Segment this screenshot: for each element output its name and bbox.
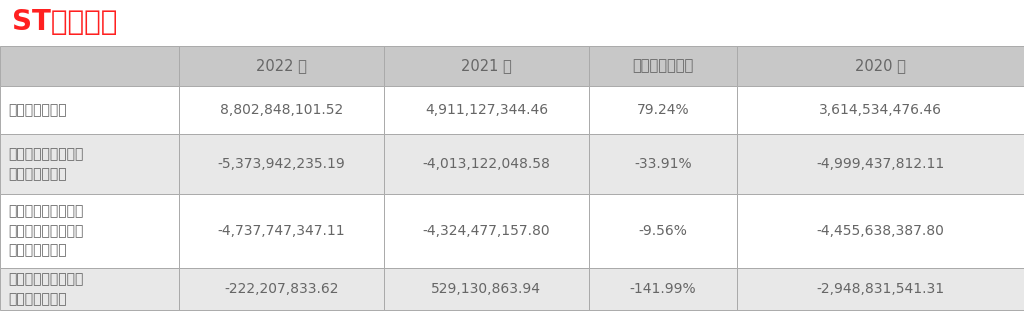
Bar	[589, 134, 737, 194]
Bar	[384, 86, 589, 134]
Text: 8,802,848,101.52: 8,802,848,101.52	[220, 103, 343, 117]
Text: 79.24%: 79.24%	[637, 103, 689, 117]
Text: 2022 年: 2022 年	[256, 59, 307, 74]
Text: -141.99%: -141.99%	[630, 282, 696, 296]
Bar	[0, 134, 179, 194]
Bar	[384, 46, 589, 86]
Text: -4,324,477,157.80: -4,324,477,157.80	[423, 224, 550, 238]
Text: -4,455,638,387.80: -4,455,638,387.80	[817, 224, 944, 238]
Bar	[179, 46, 384, 86]
Text: 营业收入（元）: 营业收入（元）	[8, 103, 67, 117]
Bar	[179, 86, 384, 134]
Text: 2021 年: 2021 年	[461, 59, 512, 74]
Bar	[179, 194, 384, 268]
Text: -222,207,833.62: -222,207,833.62	[224, 282, 339, 296]
Bar	[384, 268, 589, 310]
Bar	[179, 268, 384, 310]
Text: 归属于上市公司股东
的扣除非经常性损益
的净利润（元）: 归属于上市公司股东 的扣除非经常性损益 的净利润（元）	[8, 204, 83, 257]
Text: 3,614,534,476.46: 3,614,534,476.46	[819, 103, 942, 117]
Bar	[737, 268, 1024, 310]
Text: -4,737,747,347.11: -4,737,747,347.11	[218, 224, 345, 238]
Bar	[737, 194, 1024, 268]
Bar	[384, 134, 589, 194]
Bar	[179, 134, 384, 194]
Text: 本年比上年增减: 本年比上年增减	[633, 59, 693, 74]
Text: 4,911,127,344.46: 4,911,127,344.46	[425, 103, 548, 117]
Bar	[0, 46, 179, 86]
Text: -5,373,942,235.19: -5,373,942,235.19	[218, 157, 345, 171]
Bar	[589, 268, 737, 310]
Bar	[737, 86, 1024, 134]
Bar	[0, 194, 179, 268]
Text: 529,130,863.94: 529,130,863.94	[431, 282, 542, 296]
Bar	[0, 268, 179, 310]
Text: 归属于上市公司股东
的净利润（元）: 归属于上市公司股东 的净利润（元）	[8, 147, 83, 181]
Text: -9.56%: -9.56%	[639, 224, 687, 238]
Bar	[737, 134, 1024, 194]
Text: -4,013,122,048.58: -4,013,122,048.58	[423, 157, 550, 171]
Bar	[384, 194, 589, 268]
Bar	[737, 46, 1024, 86]
Text: -33.91%: -33.91%	[634, 157, 692, 171]
Text: 经营活动产生的现金
流量净额（元）: 经营活动产生的现金 流量净额（元）	[8, 272, 83, 306]
Text: 2020 年: 2020 年	[855, 59, 906, 74]
Bar	[589, 194, 737, 268]
Bar	[589, 86, 737, 134]
Text: ST泰禾年报: ST泰禾年报	[12, 8, 118, 36]
Bar	[0, 86, 179, 134]
Bar	[589, 46, 737, 86]
Text: -2,948,831,541.31: -2,948,831,541.31	[816, 282, 945, 296]
Text: -4,999,437,812.11: -4,999,437,812.11	[816, 157, 945, 171]
